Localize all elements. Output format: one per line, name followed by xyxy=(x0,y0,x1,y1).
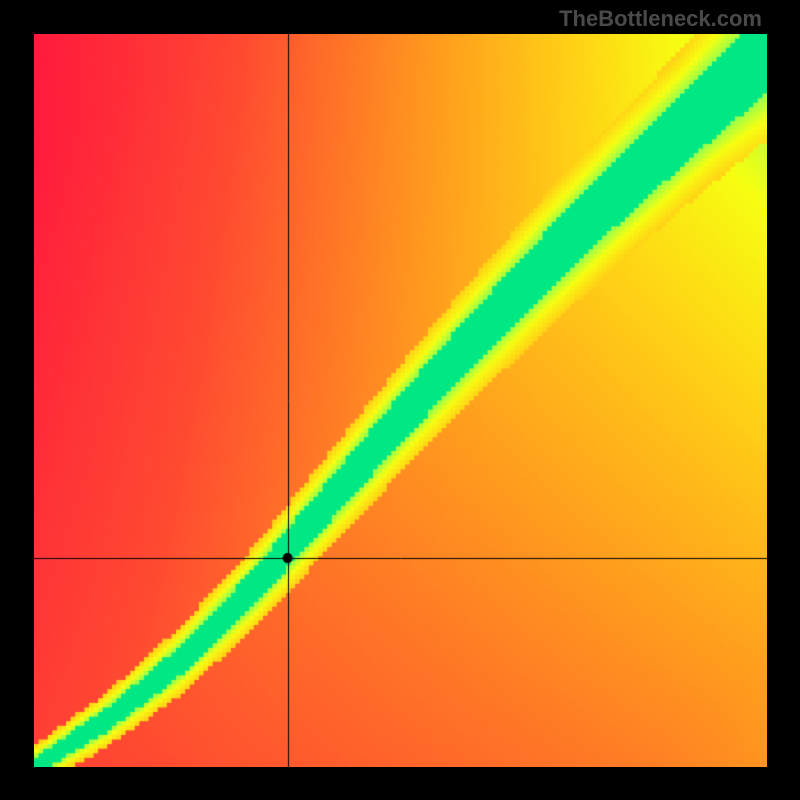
bottleneck-heatmap xyxy=(34,34,767,767)
chart-container: TheBottleneck.com xyxy=(0,0,800,800)
watermark-text: TheBottleneck.com xyxy=(559,6,762,32)
